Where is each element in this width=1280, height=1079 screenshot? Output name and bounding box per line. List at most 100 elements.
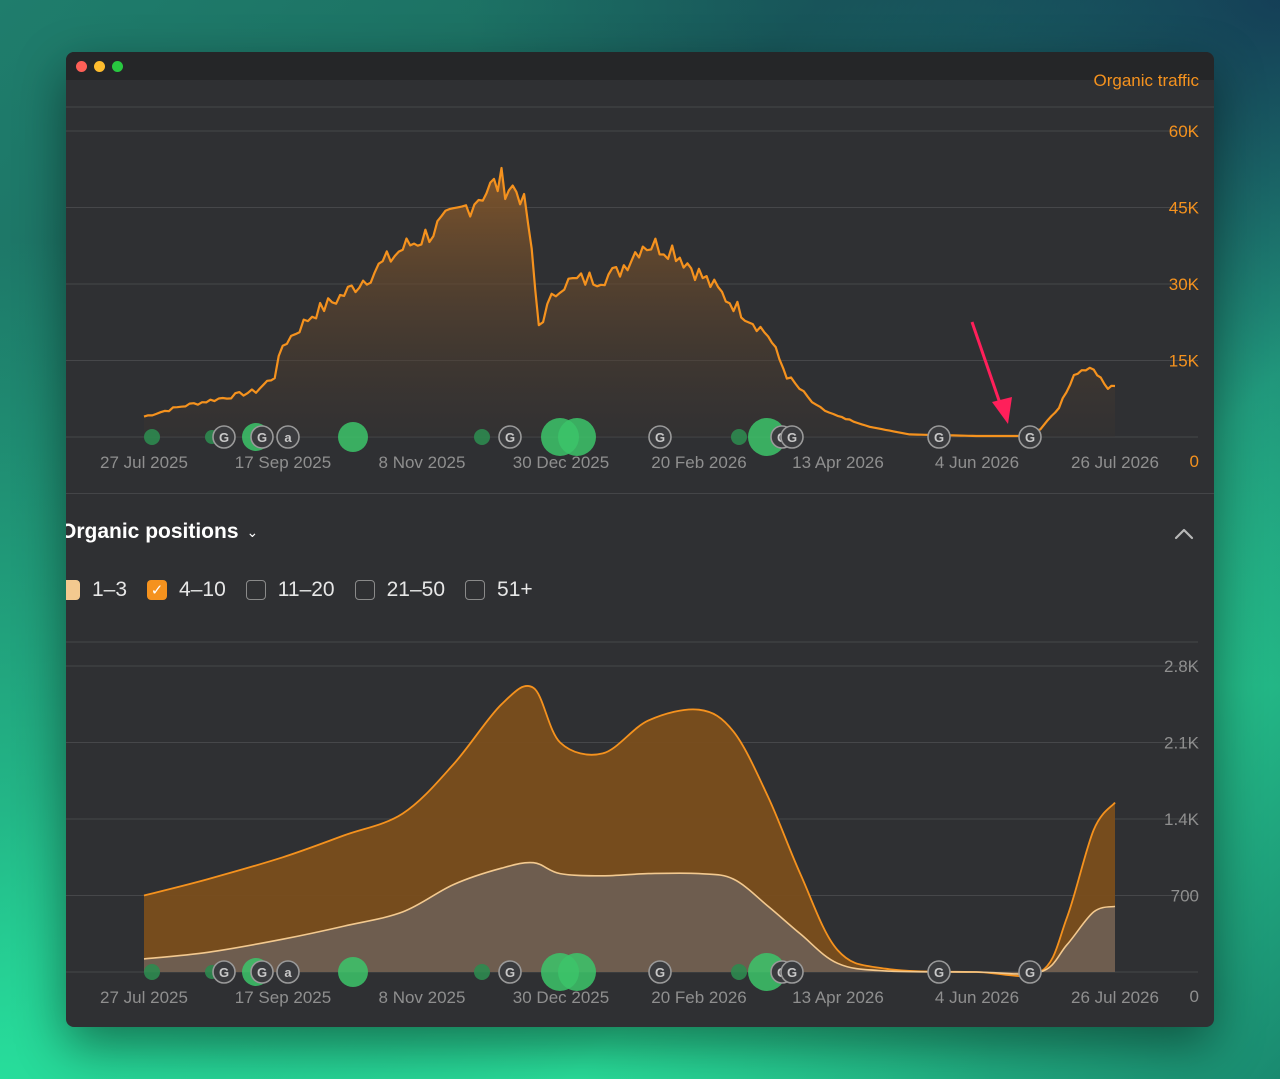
svg-text:G: G — [1025, 965, 1035, 980]
google-update-icon: G — [212, 425, 236, 449]
google-update-icon: G — [648, 425, 672, 449]
legend-checkbox[interactable] — [465, 580, 486, 600]
y-tick-label: 0 — [1190, 987, 1199, 1006]
series-4-10-line — [143, 685, 1116, 978]
x-tick-label: 4 Jun 2026 — [935, 453, 1019, 472]
positions-legend: 1–3 ✓ 4–10 11–20 21–50 51+ — [66, 577, 553, 603]
event-marker — [731, 964, 747, 980]
x-tick-label: 13 Apr 2026 — [792, 453, 884, 472]
annotation-arrow — [970, 321, 1005, 413]
y-tick-label: 2.8K — [1164, 657, 1200, 676]
x-tick-label: 4 Jun 2026 — [935, 988, 1019, 1007]
legend-label: 11–20 — [277, 578, 335, 601]
event-marker — [144, 429, 160, 445]
minimize-window-button[interactable] — [94, 61, 105, 72]
svg-text:G: G — [655, 965, 665, 980]
google-update-icon: G — [212, 960, 236, 984]
traffic-line — [143, 166, 1116, 438]
traffic-area-fill — [144, 168, 1115, 437]
zoom-window-button[interactable] — [112, 61, 123, 72]
event-marker — [338, 422, 368, 452]
x-tick-label: 27 Jul 2025 — [100, 453, 188, 472]
svg-text:G: G — [934, 965, 944, 980]
x-tick-label: 27 Jul 2025 — [100, 988, 188, 1007]
event-marker — [558, 418, 596, 456]
series-1-3-area — [144, 862, 1115, 975]
x-tick-label: 8 Nov 2025 — [379, 988, 466, 1007]
title-bar — [66, 52, 1214, 80]
legend-label: 1–3 — [92, 578, 128, 601]
svg-text:G: G — [1025, 430, 1035, 445]
app-window: Organic traffic 60K 45K 30K 15K 0 27 Jul 2025 1… — [66, 52, 1214, 1027]
event-marker — [338, 957, 368, 987]
svg-text:a: a — [284, 965, 292, 980]
legend-checkbox[interactable] — [354, 580, 375, 600]
y-tick-label: 700 — [1171, 887, 1199, 906]
x-tick-label: 13 Apr 2026 — [792, 988, 884, 1007]
x-tick-label: 17 Sep 2025 — [235, 453, 331, 472]
y-tick-label: 1.4K — [1164, 810, 1200, 829]
section-title: Organic positions — [66, 520, 239, 543]
svg-text:G: G — [219, 965, 229, 980]
annotation-icon: a — [276, 425, 300, 449]
event-marker — [144, 964, 160, 980]
x-tick-label: 30 Dec 2025 — [513, 453, 609, 472]
legend-checkbox[interactable]: ✓ — [147, 580, 168, 600]
legend-item[interactable]: 21–50 — [354, 578, 446, 602]
event-marker — [474, 964, 490, 980]
annotation-icon: a — [276, 960, 300, 984]
google-update-icon: G — [927, 960, 951, 984]
y-tick-label: 15K — [1169, 352, 1200, 371]
google-update-icon: G — [927, 425, 951, 449]
svg-text:G: G — [219, 430, 229, 445]
organic-traffic-chart[interactable]: Organic traffic 60K 45K 30K 15K 0 27 Jul 2025 1… — [66, 52, 1214, 492]
svg-text:G: G — [787, 965, 797, 980]
google-update-icon: G — [1018, 960, 1042, 984]
series-1-3-line — [143, 861, 1116, 975]
legend-checkbox[interactable] — [245, 580, 266, 600]
svg-text:G: G — [257, 430, 267, 445]
google-update-icon: G — [648, 960, 672, 984]
legend-item[interactable]: ✓ 4–10 — [147, 578, 226, 602]
x-tick-label: 30 Dec 2025 — [513, 988, 609, 1007]
svg-text:G: G — [505, 430, 515, 445]
y-tick-label: 45K — [1169, 199, 1200, 218]
legend-label: 21–50 — [386, 578, 446, 601]
google-update-icon: G — [780, 425, 804, 449]
legend-item[interactable]: 11–20 — [245, 578, 335, 602]
svg-text:a: a — [284, 430, 292, 445]
y-tick-label: 0 — [1190, 452, 1199, 471]
organic-positions-header[interactable]: Organic positions ⌄ — [66, 520, 258, 544]
google-update-icon: G — [780, 960, 804, 984]
series-label: Organic traffic — [1093, 71, 1199, 90]
chevron-down-icon[interactable]: ⌄ — [246, 523, 259, 540]
event-marker — [474, 429, 490, 445]
legend-checkbox[interactable] — [66, 580, 80, 600]
google-update-icon: G — [1018, 425, 1042, 449]
legend-item[interactable]: 1–3 — [66, 578, 127, 602]
google-update-icon: G — [498, 425, 522, 449]
collapse-chevron-up-icon[interactable] — [1172, 522, 1196, 546]
y-tick-label: 30K — [1169, 275, 1200, 294]
svg-text:G: G — [655, 430, 665, 445]
svg-text:G: G — [257, 965, 267, 980]
organic-positions-chart[interactable]: 2.8K 2.1K 1.4K 700 0 27 Jul 2025 17 Sep 2025 8 … — [66, 52, 1214, 1027]
legend-item[interactable]: 51+ — [465, 578, 533, 602]
series-4-10-area — [144, 685, 1115, 977]
event-marker — [731, 429, 747, 445]
y-tick-label: 2.1K — [1164, 734, 1200, 753]
x-tick-label: 8 Nov 2025 — [379, 453, 466, 472]
x-tick-label: 26 Jul 2026 — [1071, 988, 1159, 1007]
legend-label: 4–10 — [179, 578, 226, 601]
legend-label: 51+ — [497, 578, 533, 601]
svg-text:G: G — [505, 965, 515, 980]
y-tick-label: 60K — [1169, 122, 1200, 141]
svg-text:G: G — [934, 430, 944, 445]
x-tick-label: 20 Feb 2026 — [651, 453, 746, 472]
close-window-button[interactable] — [76, 61, 87, 72]
section-divider — [66, 493, 1214, 494]
annotation-arrow-head — [992, 397, 1012, 424]
google-update-icon: G — [250, 960, 274, 984]
event-marker — [558, 953, 596, 991]
svg-text:G: G — [787, 430, 797, 445]
